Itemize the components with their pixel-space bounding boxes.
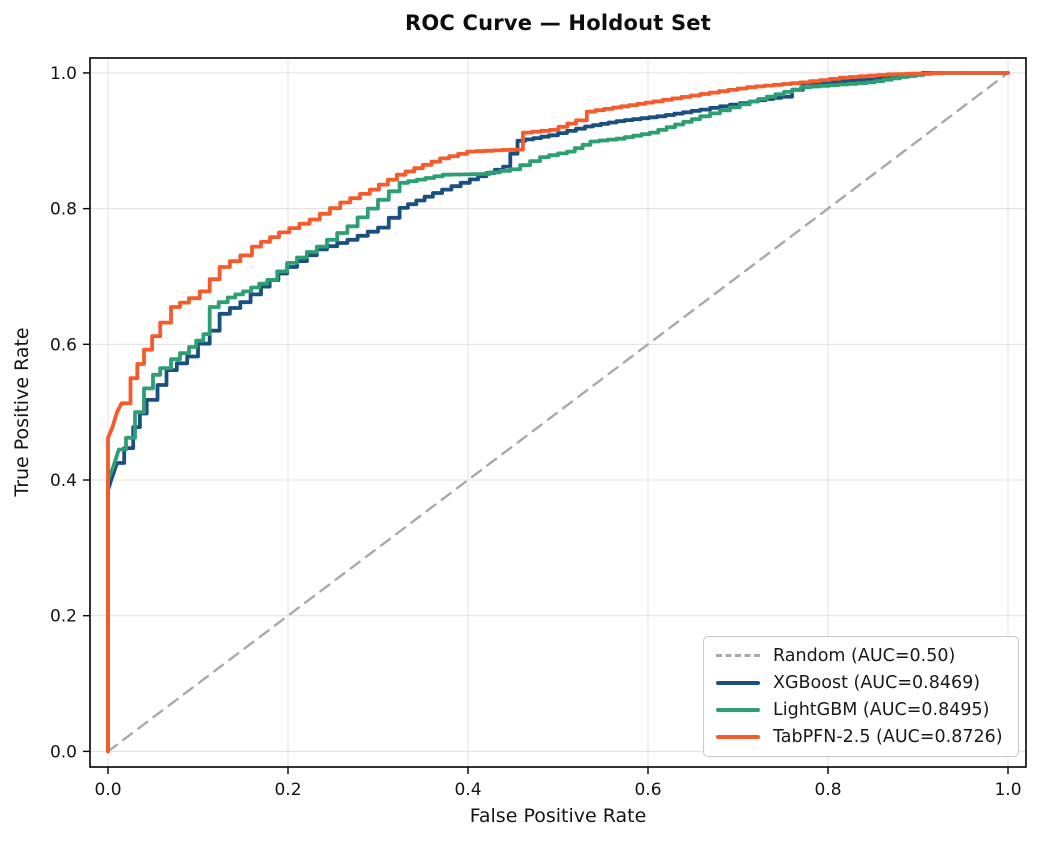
y-tick-label: 0.4 <box>50 471 77 491</box>
x-tick-label: 0.2 <box>274 780 301 800</box>
roc-curve-random <box>106 71 1010 753</box>
legend-label-lightgbm: LightGBM (AUC=0.8495) <box>773 700 990 721</box>
roc-curve-lightgbm <box>106 71 1010 754</box>
x-tick-label: 0.6 <box>634 780 661 800</box>
chart-title: ROC Curve — Holdout Set <box>405 11 711 35</box>
legend-item-random: Random (AUC=0.50) <box>716 646 1006 666</box>
roc-curve-xgboost <box>106 71 1010 754</box>
x-tick-label: 1.0 <box>994 780 1021 800</box>
legend: Random (AUC=0.50) XGBoost (AUC=0.8469) L… <box>703 636 1019 757</box>
x-tick-label: 0.8 <box>814 780 841 800</box>
y-tick-label: 0.8 <box>50 200 77 220</box>
x-tick-label: 0.4 <box>454 780 481 800</box>
y-tick-label: 0.6 <box>50 335 77 355</box>
legend-label-random: Random (AUC=0.50) <box>773 645 956 666</box>
legend-line-xgboost <box>716 680 760 685</box>
y-tick-label: 0.0 <box>50 742 77 762</box>
roc-curve-tabpfn-2.5 <box>106 71 1010 754</box>
y-tick-label: 0.2 <box>50 607 77 627</box>
legend-line-tabpfn <box>716 735 760 740</box>
x-axis-label: False Positive Rate <box>469 805 647 827</box>
y-axis-label: True Positive Rate <box>11 327 33 497</box>
legend-item-tabpfn: TabPFN-2.5 (AUC=0.8726) <box>716 727 1006 747</box>
legend-label-xgboost: XGBoost (AUC=0.8469) <box>773 672 981 693</box>
y-tick-label: 1.0 <box>50 64 77 84</box>
legend-item-xgboost: XGBoost (AUC=0.8469) <box>716 673 1006 693</box>
legend-line-lightgbm <box>716 708 760 713</box>
legend-line-random <box>716 654 760 658</box>
x-tick-label: 0.0 <box>94 780 121 800</box>
legend-label-tabpfn: TabPFN-2.5 (AUC=0.8726) <box>773 727 1003 748</box>
axes-frame <box>89 57 1027 768</box>
legend-item-lightgbm: LightGBM (AUC=0.8495) <box>716 700 1006 720</box>
